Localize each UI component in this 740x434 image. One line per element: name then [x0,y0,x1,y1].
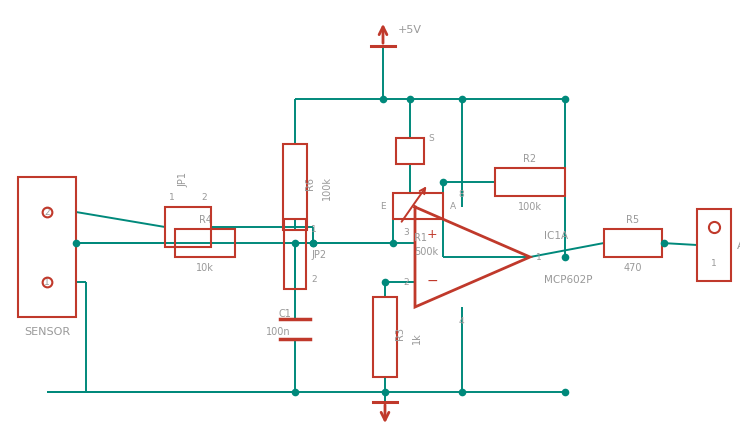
Bar [175,230,235,257]
Text: 1: 1 [711,259,717,268]
Text: JP1: JP1 [178,172,188,187]
Text: 2: 2 [403,278,409,287]
Bar [604,230,662,257]
Text: ARDUINO_A0: ARDUINO_A0 [737,240,740,251]
Text: C1: C1 [278,308,291,318]
Text: 1k: 1k [412,332,422,343]
Bar [393,194,443,220]
Text: +: + [427,228,437,241]
Text: 2: 2 [44,208,50,217]
Text: R1: R1 [414,233,427,243]
Bar [18,178,76,317]
Bar [165,207,211,247]
Bar [495,169,565,197]
Text: SENSOR: SENSOR [24,326,70,336]
Text: −: − [427,273,439,287]
Bar [373,297,397,377]
Text: 1: 1 [44,278,50,287]
Bar [284,220,306,289]
Bar [283,145,307,230]
Text: R2: R2 [523,154,536,164]
Text: 1: 1 [169,193,175,202]
Text: 1: 1 [311,225,317,234]
Text: MCP602P: MCP602P [544,274,593,284]
Text: IC1A: IC1A [544,230,568,240]
Text: 2: 2 [311,275,317,284]
Text: 3: 3 [403,228,409,237]
Text: S: S [428,134,434,143]
Text: 100k: 100k [518,201,542,211]
Text: 100n: 100n [266,326,291,336]
Text: 4: 4 [459,316,465,325]
Text: 8: 8 [459,190,465,198]
Bar [396,139,424,164]
Text: 2: 2 [201,193,207,202]
Text: 1: 1 [536,253,542,262]
Text: 500k: 500k [414,247,438,256]
Text: 470: 470 [624,263,642,273]
Text: E: E [380,202,386,211]
Text: JP2: JP2 [311,250,326,260]
Text: R5: R5 [627,214,639,224]
Text: R4: R4 [198,214,212,224]
Text: R3: R3 [395,327,405,340]
Bar [697,210,731,281]
Text: R6: R6 [305,177,315,190]
Text: +5V: +5V [398,25,422,35]
Text: A: A [450,202,456,211]
Text: 100k: 100k [322,176,332,200]
Text: 10k: 10k [196,263,214,273]
